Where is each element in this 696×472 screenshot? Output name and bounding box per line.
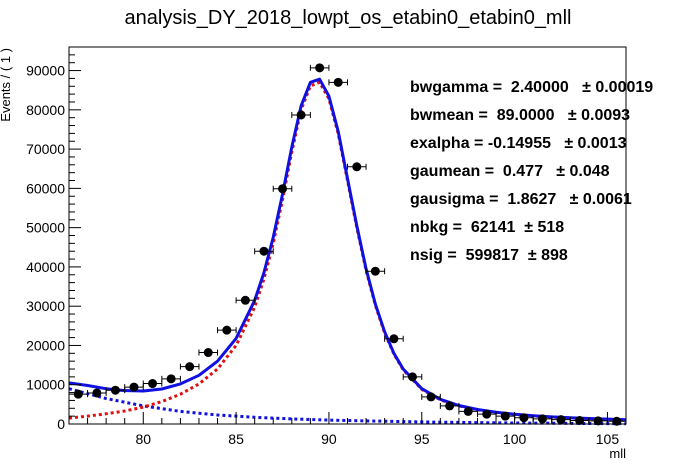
data-point [537,414,547,424]
y-tick-label: 60000 [26,180,65,196]
data-point [556,415,566,425]
data-point [352,162,362,172]
fit-parameter-label: bwgamma = 2.40000 ± 0.00019 [410,79,653,96]
fit-parameters-box: bwgamma = 2.40000 ± 0.00019 bwmean = 89.0… [410,79,653,264]
data-point [445,401,455,411]
data-point [389,334,399,344]
fit-parameter-label: exalpha = -0.14955 ± 0.0013 [410,135,627,152]
data-point [593,416,603,426]
data-point [482,409,492,419]
x-tick-label: 100 [503,431,527,447]
x-axis-label: mll [609,446,626,461]
data-point [92,388,102,398]
fit-parameter-label: bwmean = 89.0000 ± 0.0093 [410,107,630,124]
chart-title: analysis_DY_2018_lowpt_os_etabin0_etabin… [125,7,572,29]
y-tick-label: 90000 [26,63,65,79]
data-point [575,415,585,425]
fit-parameter-label: nsig = 599817 ± 898 [410,247,568,264]
data-point [148,379,158,389]
x-tick-label: 90 [321,431,337,447]
data-point [129,382,139,392]
fit-parameter-label: nbkg = 62141 ± 518 [410,219,564,236]
data-point [407,372,417,382]
x-tick-label: 95 [414,431,430,447]
y-tick-label: 70000 [26,141,65,157]
y-tick-label: 30000 [26,298,65,314]
y-tick-label: 50000 [26,220,65,236]
data-point [333,77,343,87]
x-tick-label: 105 [596,431,620,447]
data-points [68,63,627,426]
data-point [426,392,436,402]
data-point [500,411,510,421]
data-point [166,374,176,384]
data-point [203,348,213,358]
y-tick-label: 0 [57,416,65,432]
data-point [240,295,250,305]
data-point [73,389,83,399]
y-axis-label: Events / ( 1 ) [0,48,13,122]
data-point [185,362,195,372]
data-point [259,246,269,256]
data-point [519,413,529,423]
y-tick-label: 10000 [26,377,65,393]
y-tick-label: 40000 [26,259,65,275]
fit-parameter-label: gausigma = 1.8627 ± 0.0061 [410,191,632,208]
axes: 80 85 90 95 100 105 0 10000 20000 30000 40000 50000… [26,46,627,447]
data-point [222,325,232,335]
y-tick-label: 20000 [26,337,65,353]
data-point [296,110,306,120]
fit-parameter-label: gaumean = 0.477 ± 0.048 [410,163,610,180]
data-point [315,63,325,73]
data-point [278,184,288,194]
x-tick-label: 85 [228,431,244,447]
x-tick-label: 80 [135,431,151,447]
data-point [463,406,473,416]
y-tick-label: 80000 [26,102,65,118]
data-point [370,266,380,276]
data-point [110,385,120,395]
